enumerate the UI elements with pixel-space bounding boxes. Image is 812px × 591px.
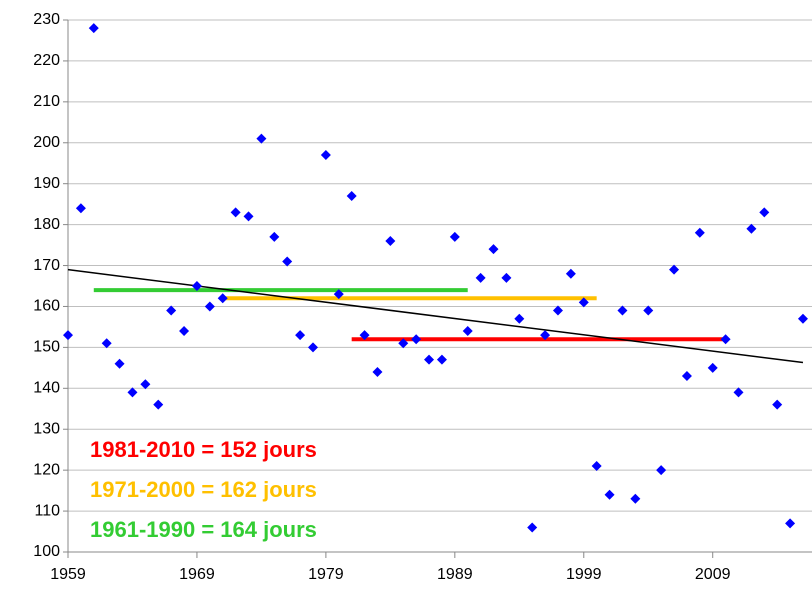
point — [269, 231, 280, 242]
point — [166, 305, 177, 316]
point — [204, 301, 215, 312]
point — [230, 207, 241, 218]
point — [501, 272, 512, 283]
point — [217, 293, 228, 304]
point — [346, 190, 357, 201]
point — [424, 354, 435, 365]
y-tick-label: 130 — [33, 420, 60, 437]
x-tick-label: 1959 — [50, 566, 86, 583]
y-tick-label: 220 — [33, 52, 60, 69]
point — [746, 223, 757, 234]
x-tick-label: 1989 — [437, 566, 473, 583]
y-tick-label: 170 — [33, 257, 60, 274]
y-tick-label: 100 — [33, 543, 60, 560]
point — [565, 268, 576, 279]
y-tick-label: 150 — [33, 339, 60, 356]
point — [436, 354, 447, 365]
point — [488, 244, 499, 255]
point — [88, 23, 99, 34]
normal-label: 1971-2000 = 162 jours — [90, 477, 317, 502]
point — [669, 264, 680, 275]
point — [694, 227, 705, 238]
y-tick-label: 230 — [33, 11, 60, 28]
point — [307, 342, 318, 353]
point — [140, 379, 151, 390]
point — [707, 362, 718, 373]
point — [333, 289, 344, 300]
point — [643, 305, 654, 316]
x-tick-label: 2009 — [695, 566, 731, 583]
y-tick-label: 120 — [33, 461, 60, 478]
point — [320, 150, 331, 161]
x-tick-label: 1979 — [308, 566, 344, 583]
point — [617, 305, 628, 316]
y-tick-label: 210 — [33, 93, 60, 110]
point — [359, 330, 370, 341]
point — [797, 313, 808, 324]
trend-line — [67, 268, 804, 364]
point — [256, 133, 267, 144]
point — [179, 326, 190, 337]
point — [630, 493, 641, 504]
point — [720, 334, 731, 345]
y-tick-label: 110 — [34, 502, 60, 519]
point — [785, 518, 796, 529]
point — [127, 387, 138, 398]
point — [475, 272, 486, 283]
x-tick-label: 1969 — [179, 566, 215, 583]
y-tick-label: 180 — [33, 216, 60, 233]
point — [527, 522, 538, 533]
point — [681, 371, 692, 382]
point — [462, 326, 473, 337]
point — [656, 465, 667, 476]
y-tick-label: 200 — [33, 134, 60, 151]
point — [153, 399, 164, 410]
y-tick-label: 190 — [33, 175, 60, 192]
normal-label: 1961-1990 = 164 jours — [90, 517, 317, 542]
point — [243, 211, 254, 222]
point — [282, 256, 293, 267]
x-tick-label: 1999 — [566, 566, 602, 583]
point — [398, 338, 409, 349]
point — [101, 338, 112, 349]
point — [385, 235, 396, 246]
point — [514, 313, 525, 324]
point — [75, 203, 86, 214]
point — [449, 231, 460, 242]
point — [372, 366, 383, 377]
point — [63, 330, 73, 341]
point — [540, 330, 551, 341]
y-tick-label: 140 — [33, 380, 60, 397]
point — [733, 387, 744, 398]
point — [578, 297, 589, 308]
point — [295, 330, 306, 341]
point — [604, 489, 615, 500]
point — [759, 207, 770, 218]
point — [114, 358, 125, 369]
y-tick-label: 160 — [33, 298, 60, 315]
point — [772, 399, 783, 410]
point — [191, 281, 202, 291]
point — [411, 334, 422, 345]
point — [552, 305, 563, 316]
point — [591, 461, 602, 472]
normal-label: 1981-2010 = 152 jours — [90, 437, 317, 462]
